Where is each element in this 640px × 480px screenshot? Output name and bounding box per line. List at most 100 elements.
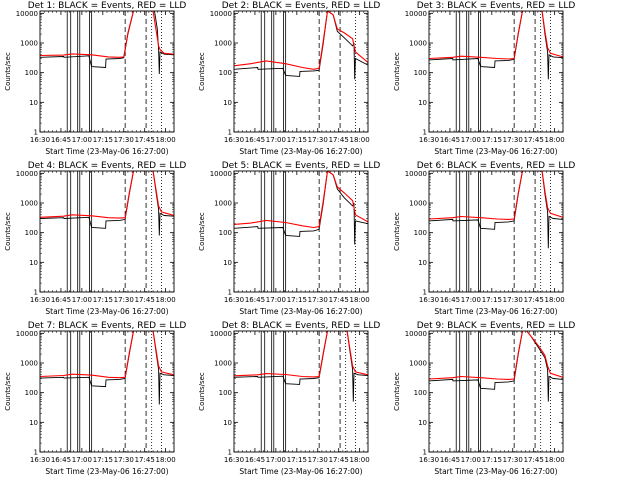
x-tick-label: 17:30 bbox=[308, 296, 328, 304]
x-tick-label: 16:30 bbox=[30, 136, 50, 144]
series-line-lld bbox=[40, 11, 174, 58]
series-line-lld bbox=[234, 171, 368, 229]
y-tick-label: 1 bbox=[34, 449, 38, 457]
y-tick-label: 10 bbox=[418, 419, 427, 427]
x-tick-label: 17:15 bbox=[93, 136, 113, 144]
x-tick-label: 16:30 bbox=[419, 456, 439, 464]
plot-frame bbox=[428, 10, 564, 133]
x-axis-label: Start Time (23-May-06 16:27:00) bbox=[45, 307, 168, 316]
y-tick-label: 1000 bbox=[409, 200, 427, 208]
x-tick-label: 18:00 bbox=[545, 456, 565, 464]
x-tick-label: 17:00 bbox=[461, 456, 481, 464]
plot-frame bbox=[428, 330, 564, 453]
panel-det9: Det 9: BLACK = Events, RED = LLD Counts/s… bbox=[393, 321, 575, 476]
x-tick-label: 18:00 bbox=[156, 136, 176, 144]
x-axis-label: Start Time (23-May-06 16:27:00) bbox=[239, 467, 362, 476]
y-axis-label: Counts/sec bbox=[198, 52, 206, 91]
panel-det7: Det 7: BLACK = Events, RED = LLD Counts/s… bbox=[4, 321, 186, 476]
y-tick-label: 10000 bbox=[405, 170, 427, 178]
x-tick-label: 16:30 bbox=[419, 296, 439, 304]
x-tick-label: 18:00 bbox=[350, 456, 370, 464]
x-tick-label: 17:15 bbox=[287, 136, 307, 144]
y-tick-label: 1 bbox=[228, 449, 232, 457]
y-tick-label: 1 bbox=[34, 289, 38, 297]
series-line-lld bbox=[429, 331, 563, 380]
x-tick-label: 16:45 bbox=[440, 456, 460, 464]
panel-title: Det 3: BLACK = Events, RED = LLD bbox=[417, 1, 576, 11]
y-tick-label: 10000 bbox=[16, 330, 38, 338]
panel-title: Det 9: BLACK = Events, RED = LLD bbox=[417, 321, 576, 331]
plot-frame bbox=[39, 10, 175, 133]
panel-det3: Det 3: BLACK = Events, RED = LLD Counts/s… bbox=[393, 1, 575, 156]
x-tick-label: 17:00 bbox=[72, 296, 92, 304]
y-tick-label: 10000 bbox=[210, 330, 232, 338]
x-axis-label: Start Time (23-May-06 16:27:00) bbox=[434, 307, 557, 316]
x-tick-label: 16:45 bbox=[51, 136, 71, 144]
x-tick-label: 17:45 bbox=[524, 456, 544, 464]
x-tick-label: 17:15 bbox=[482, 136, 502, 144]
x-tick-label: 18:00 bbox=[545, 136, 565, 144]
x-tick-label: 16:30 bbox=[224, 456, 244, 464]
x-tick-label: 16:45 bbox=[51, 296, 71, 304]
x-tick-label: 16:45 bbox=[440, 136, 460, 144]
y-axis-label: Counts/sec bbox=[393, 212, 401, 251]
series-line-events bbox=[429, 11, 563, 80]
x-tick-label: 16:45 bbox=[245, 456, 265, 464]
y-tick-label: 1000 bbox=[20, 200, 38, 208]
x-tick-label: 18:00 bbox=[156, 456, 176, 464]
x-tick-label: 17:30 bbox=[308, 136, 328, 144]
y-tick-label: 10000 bbox=[210, 10, 232, 18]
y-tick-label: 100 bbox=[414, 229, 427, 237]
x-tick-label: 17:00 bbox=[72, 456, 92, 464]
x-tick-label: 17:45 bbox=[135, 136, 155, 144]
y-tick-label: 100 bbox=[414, 389, 427, 397]
y-tick-label: 1000 bbox=[214, 200, 232, 208]
y-tick-label: 10 bbox=[29, 419, 38, 427]
series-line-events bbox=[40, 331, 174, 405]
panel-title: Det 8: BLACK = Events, RED = LLD bbox=[222, 321, 381, 331]
series-line-events bbox=[429, 171, 563, 249]
panel-det8: Det 8: BLACK = Events, RED = LLD Counts/s… bbox=[198, 321, 380, 476]
y-tick-label: 1 bbox=[34, 129, 38, 137]
y-tick-label: 100 bbox=[25, 69, 38, 77]
panel-det5: Det 5: BLACK = Events, RED = LLD Counts/s… bbox=[198, 161, 380, 316]
panel-det4: Det 4: BLACK = Events, RED = LLD Counts/s… bbox=[4, 161, 186, 316]
y-tick-label: 1000 bbox=[409, 360, 427, 368]
x-tick-label: 17:30 bbox=[503, 136, 523, 144]
x-axis-label: Start Time (23-May-06 16:27:00) bbox=[239, 307, 362, 316]
series-line-lld bbox=[234, 331, 368, 378]
y-tick-label: 100 bbox=[25, 389, 38, 397]
x-tick-label: 16:45 bbox=[440, 296, 460, 304]
series-line-lld bbox=[429, 171, 563, 220]
series-line-events bbox=[40, 171, 174, 236]
x-tick-label: 17:15 bbox=[93, 296, 113, 304]
series-line-events bbox=[234, 11, 368, 80]
series-line-lld bbox=[234, 11, 368, 70]
x-tick-label: 17:45 bbox=[135, 456, 155, 464]
panel-det1: Det 1: BLACK = Events, RED = LLD Counts/s… bbox=[4, 1, 186, 156]
y-tick-label: 100 bbox=[414, 69, 427, 77]
plot-frame bbox=[39, 170, 175, 293]
y-tick-label: 10 bbox=[418, 259, 427, 267]
x-axis-label: Start Time (23-May-06 16:27:00) bbox=[434, 147, 557, 156]
y-tick-label: 1000 bbox=[409, 40, 427, 48]
x-tick-label: 17:15 bbox=[482, 296, 502, 304]
x-tick-label: 16:30 bbox=[224, 136, 244, 144]
x-tick-label: 18:00 bbox=[545, 296, 565, 304]
x-tick-label: 17:45 bbox=[329, 296, 349, 304]
plot-frame bbox=[233, 170, 369, 293]
x-tick-label: 17:30 bbox=[114, 136, 134, 144]
y-tick-label: 1 bbox=[228, 289, 232, 297]
y-tick-label: 10000 bbox=[16, 10, 38, 18]
x-tick-label: 17:15 bbox=[287, 456, 307, 464]
x-tick-label: 17:00 bbox=[266, 296, 286, 304]
x-tick-label: 16:30 bbox=[224, 296, 244, 304]
x-tick-label: 16:45 bbox=[51, 456, 71, 464]
y-tick-label: 100 bbox=[219, 229, 232, 237]
x-tick-label: 17:00 bbox=[266, 456, 286, 464]
y-tick-label: 1000 bbox=[214, 40, 232, 48]
y-tick-label: 10000 bbox=[210, 170, 232, 178]
series-line-lld bbox=[40, 171, 174, 219]
x-tick-label: 18:00 bbox=[350, 136, 370, 144]
